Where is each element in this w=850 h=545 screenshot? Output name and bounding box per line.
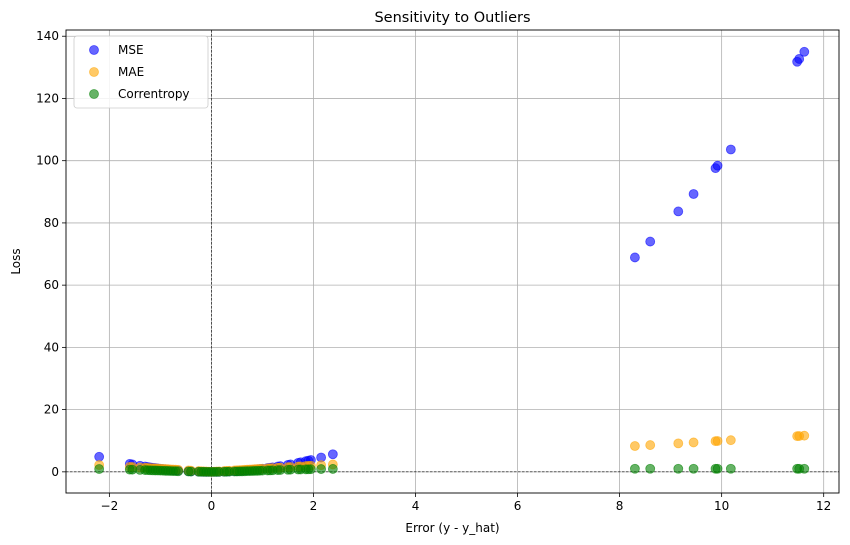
y-tick-label: 140 — [36, 29, 59, 43]
legend-label-correntropy: Correntropy — [118, 87, 190, 101]
data-point-correntropy — [712, 463, 723, 474]
data-point-mae — [645, 440, 656, 450]
data-point-mse — [799, 46, 810, 57]
x-tick-label: 12 — [816, 499, 831, 513]
data-point-correntropy — [725, 463, 736, 474]
legend-box — [73, 35, 209, 109]
x-tick-label: 4 — [412, 499, 420, 513]
data-point-correntropy — [327, 464, 338, 474]
data-point-mse — [327, 449, 338, 460]
x-tick-label: 10 — [714, 499, 729, 513]
legend-marker-correntropy — [89, 89, 99, 99]
legend-marker-mse — [89, 45, 99, 55]
data-point-correntropy — [173, 466, 184, 477]
data-point-mse — [645, 236, 656, 247]
legend-marker-mae — [89, 67, 99, 77]
data-point-mse — [725, 144, 736, 155]
series-correntropy — [94, 463, 810, 477]
data-point-mse — [94, 451, 105, 462]
y-tick-label: 20 — [44, 403, 59, 417]
plot-frame — [65, 29, 840, 494]
data-point-correntropy — [688, 463, 699, 474]
data-point-mae — [688, 437, 699, 448]
data-point-correntropy — [645, 463, 656, 474]
data-point-mae — [799, 430, 810, 441]
data-point-mse — [688, 189, 699, 199]
y-axis-label: Loss — [9, 248, 23, 274]
data-point-correntropy — [316, 464, 327, 474]
x-axis-label: Error (y - y_hat) — [405, 521, 499, 535]
data-point-mae — [725, 435, 736, 446]
data-point-mse — [712, 160, 723, 171]
legend-label-mse: MSE — [118, 43, 144, 57]
y-tick-label: 0 — [51, 465, 59, 479]
y-tick-label: 120 — [36, 91, 59, 105]
data-point-mae — [673, 438, 684, 449]
data-point-correntropy — [94, 464, 105, 474]
data-point-correntropy — [630, 463, 640, 474]
x-tick-label: −2 — [101, 499, 119, 513]
legend-label-mae: MAE — [118, 65, 144, 79]
data-point-correntropy — [673, 463, 684, 474]
x-tick-label: 6 — [514, 499, 522, 513]
y-tick-label: 40 — [44, 340, 59, 354]
y-axis-ticks: 0 20 40 60 80 100 120 140 — [36, 29, 66, 479]
y-tick-label: 100 — [36, 154, 59, 168]
data-point-mse — [794, 54, 805, 64]
chart-title: Sensitivity to Outliers — [374, 10, 530, 26]
x-axis-ticks: −2 0 2 4 6 8 10 12 — [101, 493, 831, 513]
y-tick-label: 60 — [44, 278, 59, 292]
data-point-correntropy — [799, 463, 810, 474]
data-point-mse — [673, 206, 684, 217]
x-tick-label: 8 — [616, 499, 624, 513]
data-point-mse — [630, 252, 640, 263]
data-point-correntropy — [306, 464, 316, 475]
y-tick-label: 80 — [44, 216, 59, 230]
data-point-mae — [712, 436, 723, 446]
data-point-mae — [630, 441, 640, 451]
legend: MSE MAE Correntropy — [73, 35, 209, 109]
x-tick-label: 2 — [310, 499, 318, 513]
data-points — [94, 46, 810, 477]
x-tick-label: 0 — [208, 499, 216, 513]
